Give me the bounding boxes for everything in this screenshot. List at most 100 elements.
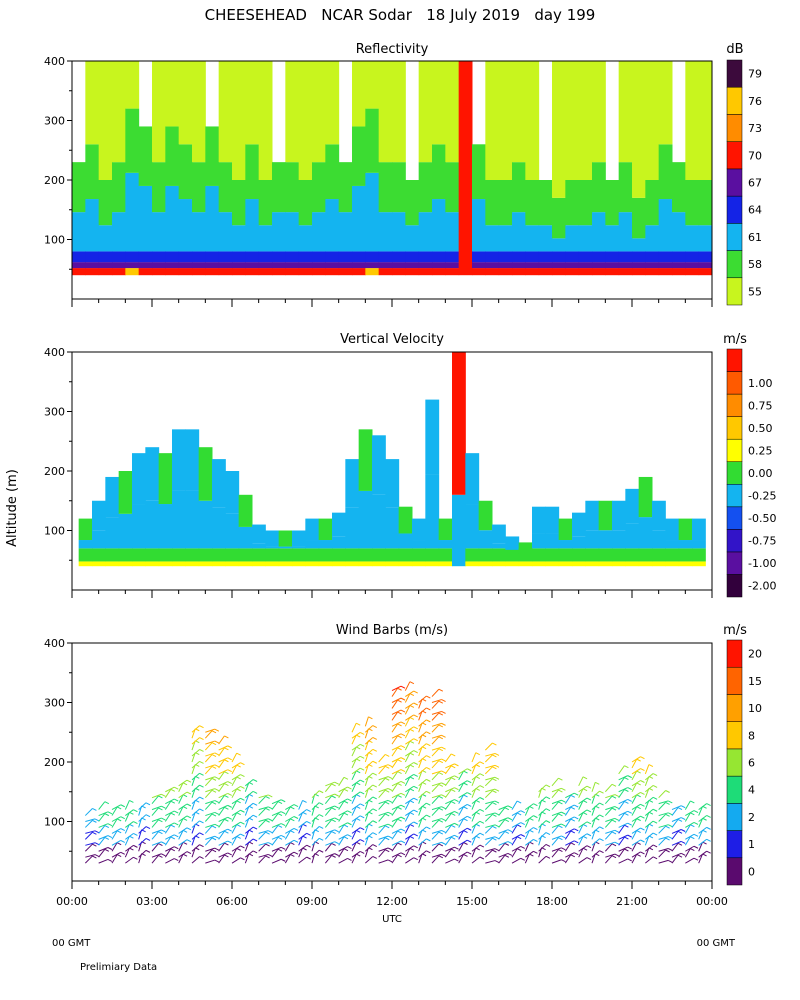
wind-barb: [191, 772, 200, 781]
reflectivity-cell: [178, 251, 193, 263]
wind-barb-flag: [211, 801, 217, 805]
wind-barb-flag: [624, 800, 629, 804]
wind-barb-flag: [236, 800, 241, 804]
reflectivity-cell: [685, 225, 700, 252]
wind-barb: [351, 853, 357, 864]
wind-barb-flag: [356, 794, 361, 798]
wind-barb-flag: [397, 806, 402, 810]
velocity-cell: [572, 512, 586, 537]
velocity-cell: [412, 548, 426, 562]
wind-barb: [204, 813, 213, 822]
reflectivity-cell: [352, 126, 366, 186]
wind-barb: [698, 853, 704, 864]
wind-barb-flag: [343, 776, 349, 780]
wind-barb: [618, 787, 628, 793]
wind-barb-flag: [236, 776, 241, 780]
reflectivity-cell: [658, 61, 673, 145]
reflectivity-cell: [152, 61, 166, 163]
wind-barb: [445, 799, 455, 805]
legend-swatch: [726, 371, 743, 395]
wind-barb-flag: [224, 842, 229, 846]
wind-barb: [405, 797, 414, 805]
wind-barb-flag: [545, 843, 551, 847]
wind-barb: [124, 824, 130, 834]
velocity-cell: [158, 504, 173, 549]
velocity-cell: [345, 561, 360, 567]
wind-barb-flag: [306, 844, 311, 848]
wind-barb: [325, 781, 335, 787]
reflectivity-cell: [205, 185, 220, 252]
wind-barb-flag: [133, 856, 138, 860]
wind-barb-flag: [387, 835, 393, 839]
wind-barb-flag: [494, 776, 500, 780]
reflectivity-cell: [338, 268, 353, 276]
wind-barb: [258, 842, 269, 846]
velocity-cell: [598, 530, 613, 549]
velocity-cell: [198, 561, 213, 567]
wind-barb: [471, 797, 481, 805]
wind-barb: [618, 836, 625, 846]
wind-barb-flag: [372, 737, 377, 740]
wind-barb: [431, 818, 442, 822]
wind-barb: [671, 805, 682, 811]
reflectivity-cell: [405, 262, 420, 269]
velocity-cell: [678, 518, 693, 541]
wind-barb-flag: [574, 840, 579, 844]
wind-barb-flag: [199, 737, 204, 741]
wind-barb: [645, 820, 654, 828]
wind-barb: [338, 798, 348, 805]
wind-barb: [258, 794, 269, 799]
wind-barb-flag: [400, 685, 406, 689]
legend-swatch: [726, 506, 743, 530]
wind-barb-flag: [356, 722, 361, 726]
wind-barb: [164, 800, 172, 810]
wind-barb: [431, 831, 440, 840]
legend-label: 8: [748, 729, 755, 742]
wind-barb-flag: [343, 824, 349, 828]
wind-barb: [685, 822, 695, 828]
wind-barb-flag: [145, 814, 151, 818]
wind-barb: [178, 839, 188, 846]
velocity-cell: [225, 513, 240, 549]
wind-barb: [564, 854, 572, 864]
wind-barb: [178, 806, 184, 816]
wind-barb: [551, 849, 559, 858]
velocity-cell: [665, 548, 680, 562]
reflectivity-cell: [578, 180, 593, 226]
reflectivity-cell: [192, 268, 206, 276]
wind-barb: [298, 821, 307, 828]
reflectivity-cell: [98, 262, 113, 269]
wind-barb-flag: [533, 827, 538, 830]
wind-barb: [204, 789, 213, 799]
wind-barb: [458, 827, 468, 834]
wind-barb-flag: [677, 807, 683, 811]
wind-barb: [391, 842, 399, 852]
reflectivity-cell: [512, 262, 526, 269]
wind-barb: [391, 711, 399, 721]
wind-barb: [324, 831, 333, 840]
reflectivity-cell: [645, 262, 660, 269]
reflectivity-cell: [258, 61, 273, 180]
reflectivity-cell: [685, 251, 700, 263]
wind-barb: [431, 724, 440, 733]
wind-barb: [431, 736, 440, 745]
velocity-cell: [172, 548, 186, 562]
wind-barb: [444, 813, 452, 822]
wind-barb-flag: [516, 800, 522, 804]
wind-barb: [405, 690, 414, 697]
wind-barb-flag: [186, 803, 192, 807]
velocity-cell: [278, 546, 293, 549]
reflectivity-cell: [632, 262, 646, 269]
wind-barb-flag: [582, 812, 588, 815]
wind-barb-flag: [116, 842, 122, 846]
wind-barb: [204, 742, 213, 751]
wind-barb-flag: [227, 757, 232, 761]
reflectivity-cell: [418, 268, 433, 276]
wind-barb: [418, 731, 427, 739]
wind-barb: [351, 830, 357, 840]
wind-barb-flag: [677, 842, 683, 846]
wind-barb-flag: [426, 826, 431, 830]
wind-barb: [364, 737, 374, 745]
wind-barb: [218, 804, 228, 811]
